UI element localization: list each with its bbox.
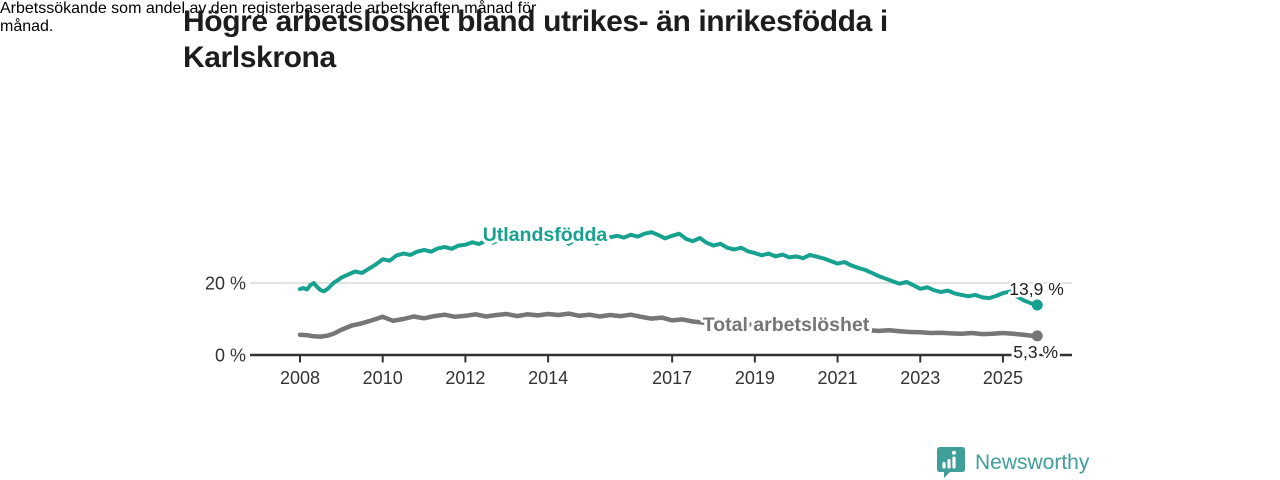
logo-bar-short (942, 462, 946, 469)
logo-bar-tall (952, 456, 956, 469)
x-tick-label: 2021 (818, 368, 858, 388)
title-line-2: Karlskrona (183, 41, 336, 74)
series-label: Utlandsfödda (483, 224, 608, 246)
x-tick-label: 2008 (280, 368, 320, 388)
x-tick-label: 2019 (735, 368, 775, 388)
x-tick-label: 2025 (983, 368, 1023, 388)
logo-exclamation-dot (952, 450, 956, 455)
y-tick-label: 20 % (205, 274, 246, 294)
x-tick-label: 2017 (652, 368, 692, 388)
x-tick-label: 2023 (900, 368, 940, 388)
series-line-total (297, 311, 1040, 339)
x-tick-label: 2012 (445, 368, 485, 388)
subtitle-line-1: Arbetssökande som andel av den registerb… (0, 0, 537, 17)
series-end-dot (1031, 299, 1043, 311)
page-title: Högre arbetslöshet bland utrikes- än inr… (183, 4, 1083, 76)
series-label: Total arbetslöshet (703, 314, 870, 336)
series-end-dot (1031, 330, 1043, 342)
series-end-value: 5,3 % (1013, 342, 1058, 362)
newsworthy-logo-icon (937, 447, 965, 478)
x-tick-label: 2010 (363, 368, 403, 388)
logo-bar-medium (947, 459, 951, 469)
newsworthy-logo: Newsworthy (936, 446, 1089, 479)
x-tick-label: 2014 (528, 368, 568, 388)
series-end-value: 13,9 % (1009, 279, 1063, 299)
y-tick-label: 0 % (215, 346, 246, 366)
title-line-1: Högre arbetslöshet bland utrikes- än inr… (183, 5, 888, 38)
newsworthy-logo-text: Newsworthy (975, 450, 1090, 474)
series-line-utlandsfodda (298, 230, 1040, 307)
subtitle-line-2: månad. (0, 18, 54, 35)
